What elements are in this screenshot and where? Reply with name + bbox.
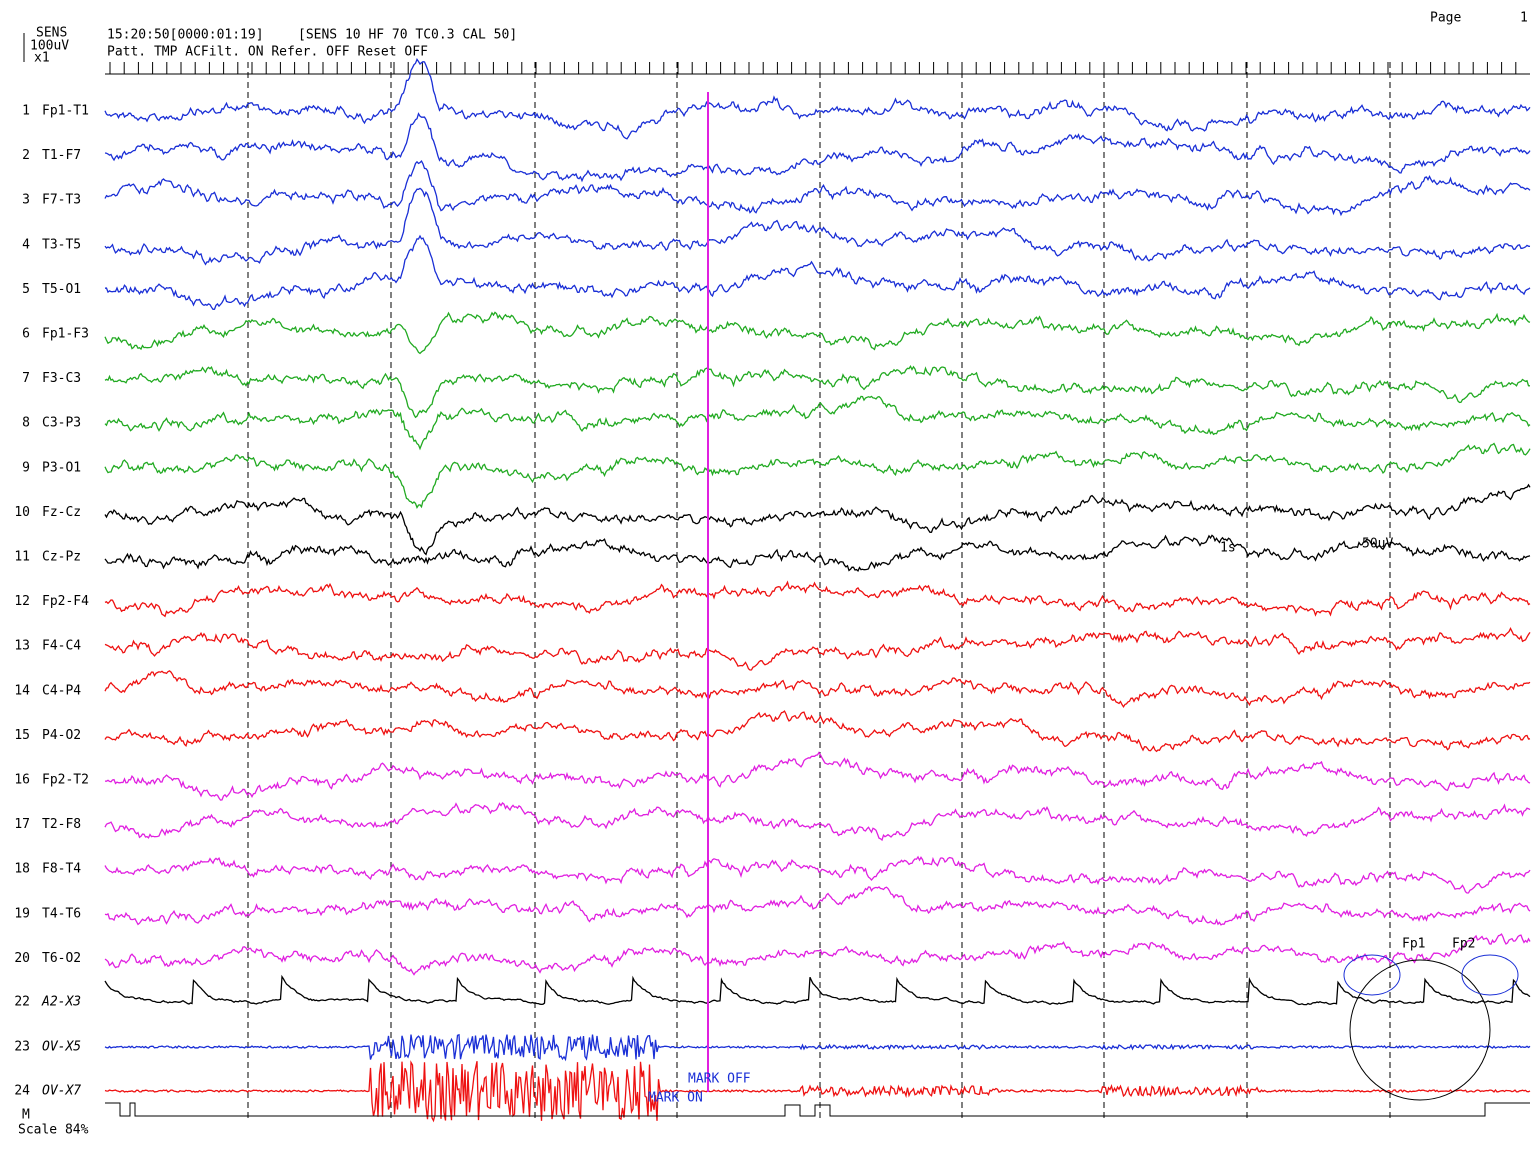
channel-number: 10: [14, 505, 30, 520]
time: 15:20:50[0000:01:19]: [107, 28, 264, 43]
channel-number: 18: [14, 862, 30, 877]
eeg-trace: [104, 364, 1531, 419]
scale: Scale 84%: [18, 1123, 89, 1138]
channel-name: Fp1-F3: [42, 327, 89, 342]
channel-number: 6: [22, 327, 30, 342]
channel-name: T3-T5: [42, 237, 81, 252]
channel-number: 19: [14, 906, 30, 921]
mark-on: MARK ON: [648, 1091, 703, 1106]
channel-name: T2-F8: [42, 817, 81, 832]
channel-number: 8: [22, 416, 30, 431]
channel-name: OV-X5: [42, 1040, 81, 1055]
channel-name: Cz-Pz: [42, 550, 81, 565]
channel-number: 24: [14, 1084, 30, 1099]
channel-name: T5-O1: [42, 282, 81, 297]
channel-name: T6-O2: [42, 951, 81, 966]
channel-name: T4-T6: [42, 906, 81, 921]
channel-number: 2: [22, 148, 30, 163]
status: Patt. TMP ACFilt. ON Refer. OFF Reset OF…: [107, 45, 428, 60]
head-outline: [1349, 959, 1491, 1101]
channel-name: F4-C4: [42, 639, 81, 654]
page-label: Page: [1430, 11, 1461, 26]
channel-name: Fp2-F4: [42, 594, 89, 609]
eeg-trace: [104, 442, 1531, 509]
amp-scale: 50uV: [1362, 537, 1393, 552]
channel-name: Fp2-T2: [42, 773, 89, 788]
mark-off: MARK OFF: [688, 1072, 751, 1087]
channel-number: 22: [14, 995, 30, 1010]
eeg-trace: [104, 311, 1531, 355]
eeg-trace: [104, 974, 1531, 1006]
eeg-trace: [104, 58, 1531, 140]
montage-loop: [1343, 954, 1401, 996]
footer-marker: M: [22, 1108, 30, 1123]
time-scale: 1s: [1220, 541, 1236, 556]
channel-name: P3-O1: [42, 460, 81, 475]
eeg-trace: [104, 534, 1531, 572]
channel-name: Fp1-T1: [42, 104, 89, 119]
channel-number: 14: [14, 683, 30, 698]
settings: [SENS 10 HF 70 TC0.3 CAL 50]: [298, 28, 517, 43]
channel-number: 3: [22, 193, 30, 208]
sensitivity: 100uV: [30, 39, 69, 54]
channel-name: A2-X3: [41, 995, 81, 1010]
channel-number: 7: [22, 371, 30, 386]
channel-name: P4-O2: [42, 728, 81, 743]
channel-name: F8-T4: [42, 862, 81, 877]
sens-label: SENS: [36, 26, 67, 41]
eeg-trace: [104, 580, 1531, 618]
gain: x1: [34, 51, 50, 66]
eeg-trace: [104, 627, 1531, 671]
montage-map: Fp1 Fp2: [1343, 937, 1519, 1101]
eeg-trace: [104, 710, 1531, 753]
event-line: [105, 1102, 1530, 1117]
electrode-label: Fp2: [1452, 937, 1475, 952]
channel-name: T1-F7: [42, 148, 81, 163]
channel-name: C4-P4: [42, 683, 81, 698]
eeg-trace: [104, 112, 1531, 183]
eeg-trace: [104, 234, 1531, 310]
eeg-trace: [104, 751, 1531, 801]
page-number: 1: [1520, 11, 1528, 26]
channel-name: Fz-Cz: [42, 505, 81, 520]
montage-loop: [1461, 954, 1519, 996]
eeg-trace: [104, 1033, 1531, 1062]
channel-number: 5: [22, 282, 30, 297]
eeg-trace: [104, 483, 1531, 556]
channel-number: 9: [22, 460, 30, 475]
channel-name: F7-T3: [42, 193, 81, 208]
eeg-trace: [104, 855, 1531, 894]
channel-number: 17: [14, 817, 30, 832]
channel-number: 1: [22, 104, 30, 119]
channel-number: 4: [22, 237, 30, 252]
eeg-trace: [104, 670, 1531, 709]
eeg-trace: [104, 933, 1531, 976]
channel-number: 15: [14, 728, 30, 743]
channel-number: 13: [14, 639, 30, 654]
channel-name: F3-C3: [42, 371, 81, 386]
channel-number: 11: [14, 550, 30, 565]
eeg-trace: [104, 1060, 1531, 1123]
channel-name: C3-P3: [42, 416, 81, 431]
eeg-trace: [104, 160, 1531, 217]
channel-name: OV-X7: [42, 1084, 81, 1099]
channel-number: 23: [14, 1040, 30, 1055]
eeg-trace: [104, 886, 1531, 926]
channel-number: 12: [14, 594, 30, 609]
eeg-trace: [104, 395, 1531, 451]
channel-number: 20: [14, 951, 30, 966]
channel-number: 16: [14, 773, 30, 788]
eeg-trace: [104, 802, 1531, 842]
eeg-trace: [104, 187, 1531, 266]
electrode-label: Fp1: [1402, 937, 1425, 952]
